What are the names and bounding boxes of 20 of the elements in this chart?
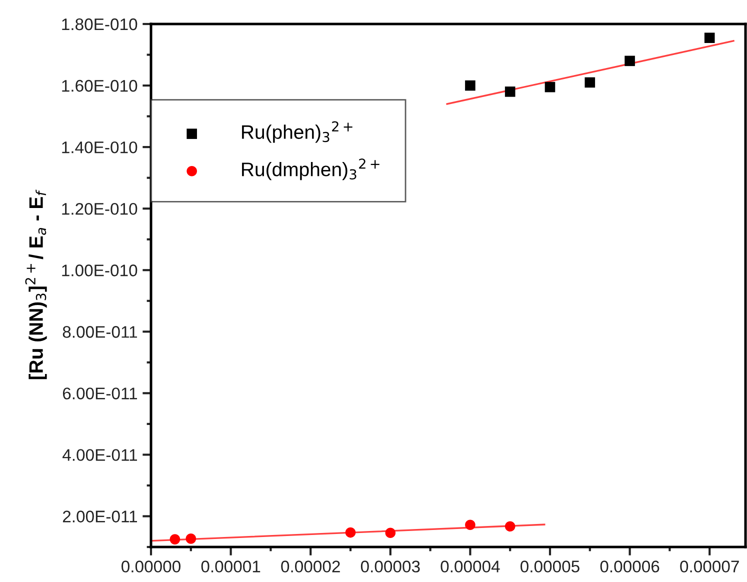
x-tick-label: 0.00006: [600, 560, 660, 572]
y-tick-label: 1.40E-010: [62, 141, 138, 154]
x-tick-label: 0.00007: [680, 560, 739, 572]
y-tick-label: 1.60E-010: [62, 80, 138, 92]
y-tick-label: 4.00E-011: [62, 449, 137, 461]
legend-label: Ru(phen)$_{3}$$^{2+}$: [242, 121, 352, 143]
y-axis-title: [Ru (NN)$_{3}$]$^{2+}$/ E$_{a}$ - E$_{f}$: [25, 190, 47, 380]
legend-label: Ru(dmphen)$_{3}$$^{2+}$: [242, 158, 380, 180]
y-tick-label: 1.00E-010: [62, 264, 138, 276]
y-tick-label: 8.00E-011: [62, 326, 137, 338]
y-tick-label: 2.00E-011: [62, 510, 137, 522]
y-tick-label: 6.00E-011: [62, 388, 137, 400]
x-tick-label: 0.00004: [440, 560, 500, 572]
y-tick-label: 1.80E-010: [62, 18, 138, 30]
x-tick-label: 0.00002: [281, 560, 340, 572]
x-tick-label: 0.00005: [520, 560, 580, 572]
x-tick-label: 0.00001: [201, 560, 260, 572]
y-tick-label: 1.20E-010: [62, 202, 138, 215]
x-tick-label: 0.00003: [360, 560, 420, 572]
x-tick-label: 0.00000: [122, 560, 180, 572]
